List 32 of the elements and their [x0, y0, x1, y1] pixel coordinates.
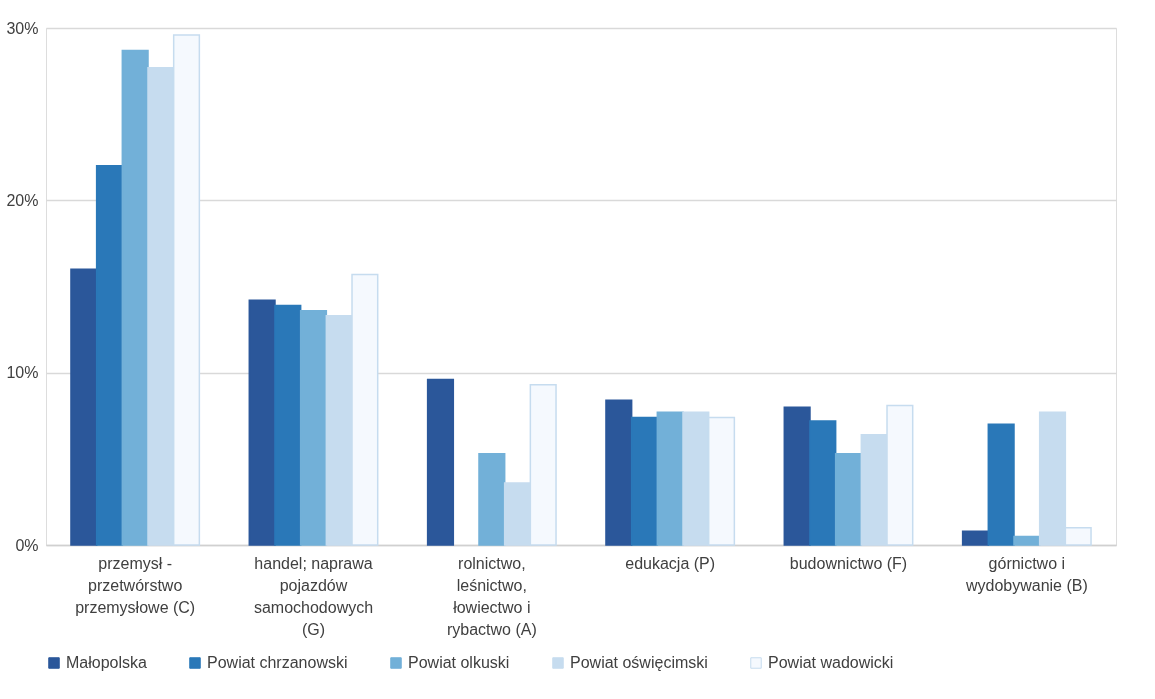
bar: [426, 378, 455, 546]
bar: [248, 299, 276, 546]
bar: [630, 416, 659, 546]
bar: [299, 309, 328, 546]
x-tick-label: budownictwo (F): [789, 554, 908, 572]
bar: [121, 49, 149, 546]
x-tick-label: handel; naprawa pojazdów samochodowych (G): [253, 554, 374, 638]
bar: [95, 165, 124, 546]
x-tick-label: górnictwo i wydobywanie (B): [964, 554, 1088, 594]
legend-label: Powiat oświęcimski: [570, 654, 708, 671]
bar: [1013, 535, 1041, 546]
bar: [656, 411, 684, 546]
x-tick-label: edukacja (P): [625, 554, 716, 572]
x-tick-label: rolnictwo, leśnictwo, łowiectwo i rybactwo (A): [446, 554, 537, 638]
bar: [478, 452, 506, 546]
bar: [987, 423, 1015, 546]
bar: [70, 268, 98, 546]
bar: [961, 530, 990, 546]
bar: [834, 452, 863, 546]
bar: [274, 304, 302, 546]
y-tick-label: 0%: [15, 536, 39, 554]
y-tick-label: 20%: [6, 191, 39, 209]
x-tick-label: przemysł - przetwórstwo przemysłowe (C): [75, 554, 196, 616]
legend-label: Powiat chrzanowski: [207, 654, 348, 671]
y-tick-label: 30%: [6, 19, 39, 37]
y-tick-label: 10%: [6, 364, 39, 382]
legend-label: Małopolska: [66, 654, 148, 671]
bar: [783, 406, 811, 546]
legend-label: Powiat wadowicki: [768, 654, 894, 671]
bar: [809, 420, 837, 546]
legend-label: Powiat olkuski: [408, 654, 510, 671]
bar: [605, 399, 633, 546]
